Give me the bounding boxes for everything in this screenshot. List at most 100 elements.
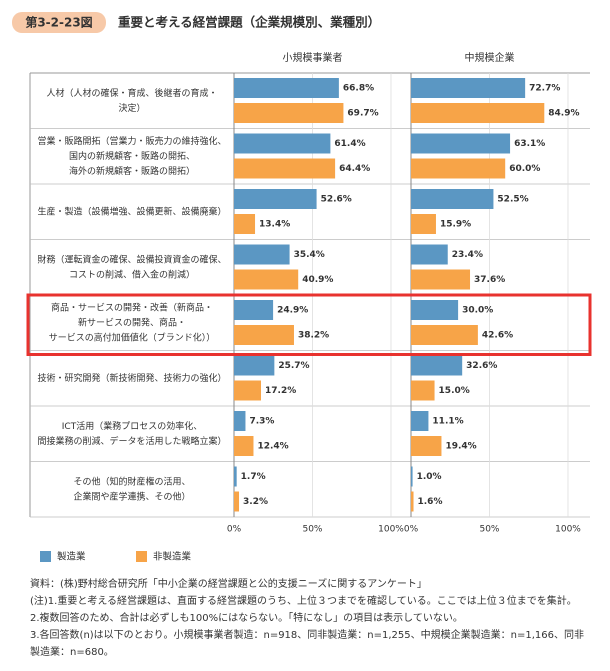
value-label: 30.0% bbox=[462, 306, 493, 316]
category-label: 新サービスの開発、商品・ bbox=[78, 316, 186, 328]
value-label: 1.7% bbox=[241, 472, 266, 482]
note: 資料：(株)野村総合研究所「中小企業の経営課題と公的支援ニーズに関するアンケート… bbox=[30, 579, 427, 590]
category-label: 決定） bbox=[118, 102, 145, 114]
bar bbox=[411, 436, 442, 456]
bar bbox=[411, 380, 435, 401]
x-tick-label: 50% bbox=[479, 525, 499, 535]
bar bbox=[234, 325, 294, 345]
bar bbox=[234, 380, 262, 401]
value-label: 25.7% bbox=[278, 361, 309, 371]
legend-label: 製造業 bbox=[57, 551, 86, 563]
note: (注)1.重要と考える経営課題は、直面する経営課題のうち、上位３つまでを確認して… bbox=[30, 596, 577, 607]
value-label: 37.6% bbox=[474, 275, 505, 285]
value-label: 60.0% bbox=[509, 164, 540, 174]
bar bbox=[411, 78, 526, 98]
value-label: 63.1% bbox=[514, 139, 545, 149]
bar bbox=[411, 133, 511, 154]
bar bbox=[411, 189, 494, 209]
value-label: 66.8% bbox=[343, 84, 374, 94]
value-label: 1.6% bbox=[418, 497, 443, 507]
x-tick-label: 0% bbox=[227, 525, 242, 535]
bar bbox=[411, 491, 414, 512]
value-label: 23.4% bbox=[452, 250, 483, 260]
bar bbox=[411, 158, 506, 179]
value-label: 35.4% bbox=[294, 250, 325, 260]
panel-title: 中規模企業 bbox=[465, 51, 515, 64]
figure-badge bbox=[12, 12, 106, 33]
x-tick-label: 100% bbox=[378, 525, 404, 535]
panel-title: 小規模事業者 bbox=[283, 51, 343, 64]
value-label: 1.0% bbox=[417, 472, 442, 482]
x-tick-label: 0% bbox=[404, 525, 419, 535]
value-label: 12.4% bbox=[257, 442, 288, 452]
bar bbox=[411, 325, 478, 345]
bar bbox=[411, 269, 471, 290]
bar bbox=[234, 189, 317, 209]
bar bbox=[234, 411, 246, 431]
category-label: 海外の新規顧客・販路の開拓） bbox=[69, 165, 195, 177]
bar bbox=[234, 269, 299, 290]
note: 3.各回答数(n)は以下のとおり。小規模事業者製造：n=918、同非製造業：n=… bbox=[30, 630, 584, 658]
chart: 第3-2-23図 重要と考える経営課題（企業規模別、業種別） 人材（人材の確保・… bbox=[12, 12, 592, 563]
bar bbox=[411, 466, 413, 487]
highlight-box bbox=[26, 293, 592, 356]
category-label: 企業間や産学連携、その他） bbox=[73, 490, 190, 502]
bar bbox=[234, 355, 275, 376]
bar bbox=[411, 103, 545, 123]
note: 2.複数回答のため、合計は必ずしも100%にはならない。「特になし」の項目は表示… bbox=[30, 613, 463, 624]
notes: 資料：(株)野村総合研究所「中小企業の経営課題と公的支援ニーズに関するアンケート… bbox=[30, 576, 590, 661]
bar bbox=[234, 436, 254, 456]
value-label: 7.3% bbox=[249, 417, 274, 427]
value-label: 61.4% bbox=[334, 139, 365, 149]
x-tick-label: 100% bbox=[555, 525, 581, 535]
category-label: 生産・製造（設備増強、設備更新、設備廃棄） bbox=[37, 205, 226, 217]
bar bbox=[234, 133, 331, 154]
category-label: 人材（人材の確保・育成、後継者の育成・ bbox=[46, 87, 217, 99]
bar bbox=[234, 103, 344, 123]
category-label: 間接業務の削減、データを活用した戦略立案） bbox=[37, 435, 226, 447]
value-label: 13.4% bbox=[259, 220, 290, 230]
value-label: 52.5% bbox=[497, 195, 528, 205]
category-label: 営業・販路開拓（営業力・販売力の維持強化、 bbox=[37, 135, 226, 147]
bar bbox=[234, 491, 240, 512]
value-label: 52.6% bbox=[321, 195, 352, 205]
bar bbox=[234, 78, 339, 98]
value-label: 19.4% bbox=[445, 442, 476, 452]
bar bbox=[234, 214, 256, 234]
value-label: 84.9% bbox=[548, 109, 579, 119]
value-label: 15.9% bbox=[440, 220, 471, 230]
value-label: 24.9% bbox=[277, 306, 308, 316]
value-label: 3.2% bbox=[243, 497, 268, 507]
figure-number: 第3-2-23図 bbox=[25, 15, 92, 30]
bar bbox=[411, 355, 463, 376]
chart-title: 重要と考える経営課題（企業規模別、業種別） bbox=[118, 15, 380, 30]
x-tick-label: 50% bbox=[302, 525, 322, 535]
bar bbox=[411, 300, 459, 320]
category-label: コストの削減、借入金の削減） bbox=[69, 268, 195, 280]
bar bbox=[411, 214, 436, 234]
bar bbox=[411, 244, 448, 265]
category-label: 商品・サービスの開発・改善（新商品・ bbox=[51, 301, 213, 313]
value-label: 42.6% bbox=[482, 331, 513, 341]
bar bbox=[234, 466, 237, 487]
bar bbox=[234, 300, 274, 320]
category-label: サービスの高付加価値化（ブランド化）） bbox=[49, 331, 216, 343]
category-label: 技術・研究開発（新技術開発、技術力の強化） bbox=[37, 372, 226, 384]
bar bbox=[234, 244, 290, 265]
bar bbox=[234, 158, 336, 179]
value-label: 15.0% bbox=[439, 386, 470, 396]
value-label: 40.9% bbox=[302, 275, 333, 285]
value-label: 11.1% bbox=[432, 417, 463, 427]
legend-label: 非製造業 bbox=[153, 551, 192, 563]
value-label: 38.2% bbox=[298, 331, 329, 341]
legend-swatch bbox=[136, 551, 147, 562]
value-label: 69.7% bbox=[347, 109, 378, 119]
category-label: その他（知的財産権の活用、 bbox=[73, 475, 190, 487]
legend-swatch bbox=[40, 551, 51, 562]
category-label: ICT活用（業務プロセスの効率化、 bbox=[62, 420, 202, 432]
category-label: 財務（運転資金の確保、設備投資資金の確保、 bbox=[37, 253, 226, 265]
value-label: 32.6% bbox=[466, 361, 497, 371]
value-label: 72.7% bbox=[529, 84, 560, 94]
value-label: 17.2% bbox=[265, 386, 296, 396]
